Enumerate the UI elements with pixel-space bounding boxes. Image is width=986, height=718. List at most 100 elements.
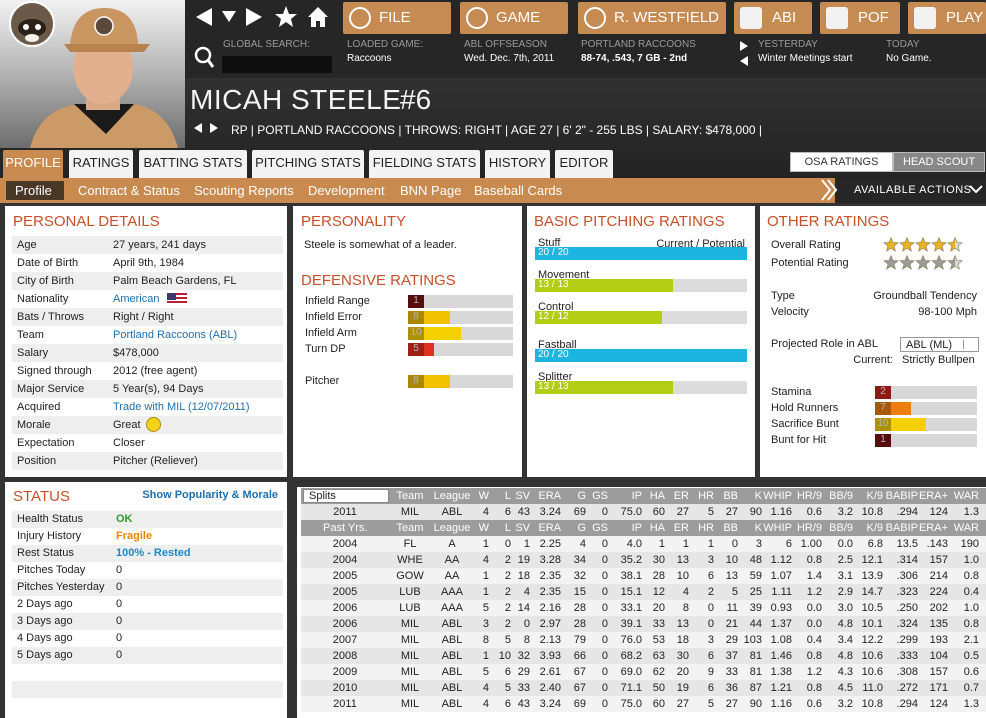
button-label[interactable]: R. WESTFIELD (614, 9, 720, 26)
stat-cell: 5 (482, 666, 489, 678)
stat-cell: 33 (725, 666, 738, 678)
column-header: K (754, 490, 762, 502)
stat-cell: 71.1 (620, 682, 642, 694)
tab[interactable]: BATTING STATS (139, 150, 247, 178)
pair-label: Type (771, 290, 795, 302)
button-label[interactable]: POF (858, 9, 889, 26)
section-title: OTHER RATINGS (767, 213, 890, 230)
scout-tab[interactable]: OSA RATINGS (790, 152, 893, 172)
status-link[interactable]: Show Popularity & Morale (142, 489, 278, 501)
stat-cell: 28 (573, 618, 586, 630)
button-label[interactable]: FILE (379, 9, 411, 26)
tab[interactable]: RATINGS (69, 150, 133, 178)
subtab[interactable]: Development (308, 183, 385, 198)
role-select[interactable]: ABL (ML) (900, 337, 979, 352)
stat-cell: 59 (749, 570, 762, 582)
star-rating (883, 255, 963, 270)
year-cell: 2011 (333, 698, 357, 710)
subtab[interactable]: BNN Page (400, 183, 462, 198)
stat-cell: 90 (749, 506, 762, 518)
tab[interactable]: PROFILE (3, 150, 63, 178)
role-select-value[interactable]: ABL (ML) (906, 339, 953, 351)
stat-cell: ABL (441, 666, 463, 678)
stat-cell: 1.21 (770, 682, 792, 694)
stat-cell: 0.8 (806, 682, 822, 694)
stat-cell: 0.0 (806, 602, 822, 614)
stat-cell: 15.1 (620, 586, 642, 598)
column-header: K/9 (866, 522, 883, 534)
rating-box: 10 (875, 418, 891, 431)
column-header: SV (515, 490, 530, 502)
tab[interactable]: HISTORY (485, 150, 550, 178)
detail-row (12, 434, 283, 452)
stat-cell: 1 (482, 538, 489, 550)
scout-tab-label[interactable]: HEAD SCOUT (902, 156, 976, 168)
column-header: G (577, 522, 586, 534)
column-header: SV (515, 522, 530, 534)
year-cell: 2011 (333, 506, 357, 518)
stat-cell: 10.6 (861, 650, 883, 662)
column-header: IP (631, 522, 642, 534)
nav-button[interactable]: R. WESTFIELD (578, 2, 726, 34)
stat-cell: 2 (504, 570, 511, 582)
stat-cell: 171 (929, 682, 948, 694)
button-label[interactable]: ABI (772, 9, 797, 26)
subtab[interactable]: Baseball Cards (474, 183, 563, 198)
stat-cell: .333 (896, 650, 918, 662)
stat-cell: 202 (929, 602, 948, 614)
tab[interactable]: EDITOR (555, 150, 613, 178)
past-label: Past Yrs. (323, 522, 368, 534)
stat-cell: 29 (725, 634, 738, 646)
tab[interactable]: PITCHING STATS (252, 150, 364, 178)
nav-button[interactable]: FILE (343, 2, 451, 34)
tab-label[interactable]: BATTING STATS (143, 155, 243, 170)
tab-label[interactable]: EDITOR (559, 155, 609, 170)
defense-label: Infield Range (305, 295, 370, 307)
status-value: 0 (116, 581, 123, 593)
stat-cell: 28 (573, 602, 586, 614)
split-select[interactable]: Splits (303, 489, 389, 503)
tab-label[interactable]: FIELDING STATS (372, 155, 477, 170)
subtab[interactable]: Scouting Reports (194, 183, 294, 198)
subtab[interactable]: Profile (15, 183, 52, 198)
stat-cell: 3.2 (837, 698, 853, 710)
stat-cell: 0.0 (806, 618, 822, 630)
button-label[interactable]: GAME (496, 9, 541, 26)
scout-tab-label[interactable]: OSA RATINGS (804, 156, 879, 168)
tab-label[interactable]: RATINGS (72, 155, 130, 170)
stat-cell: 3.4 (837, 634, 853, 646)
button-icon (584, 7, 606, 29)
nav-button[interactable]: GAME (460, 2, 568, 34)
detail-value[interactable]: American (113, 293, 160, 305)
split-select-value[interactable]: Splits (309, 490, 336, 502)
tab-label[interactable]: PITCHING STATS (255, 155, 361, 170)
stat-cell: 5 (482, 602, 489, 614)
tab-label[interactable]: PROFILE (5, 155, 61, 170)
stat-cell: 4.8 (837, 618, 853, 630)
column-header: GS (592, 522, 608, 534)
detail-label: Date of Birth (17, 257, 79, 269)
nav-button[interactable]: POF (820, 2, 900, 34)
stats-header-row (301, 488, 986, 504)
detail-value[interactable]: Trade with MIL (12/07/2011) (113, 401, 250, 413)
column-header: WHIP (763, 490, 792, 502)
button-label[interactable]: PLAY (946, 9, 984, 26)
stat-cell: 0 (601, 538, 608, 550)
tab-label[interactable]: HISTORY (488, 155, 547, 170)
column-header: ER (673, 490, 689, 502)
stat-cell: 1.00 (800, 538, 822, 550)
stat-cell: 103 (743, 634, 762, 646)
stat-cell: 10 (725, 554, 738, 566)
rating-box: 8 (408, 311, 424, 324)
subtab[interactable]: Contract & Status (78, 183, 180, 198)
tab[interactable]: FIELDING STATS (369, 150, 480, 178)
nav-button[interactable]: PLAY (908, 2, 986, 34)
actions-button[interactable]: AVAILABLE ACTIONS (854, 184, 972, 196)
detail-value: 5 Year(s), 94 Days (113, 383, 204, 395)
stat-cell: 1 (482, 586, 489, 598)
nav-button[interactable]: ABI (734, 2, 812, 34)
scout-tab[interactable]: HEAD SCOUT (893, 152, 985, 172)
stat-cell: 0 (523, 618, 530, 630)
column-header: BB/9 (829, 490, 853, 502)
detail-value[interactable]: Portland Raccoons (ABL) (113, 329, 238, 341)
